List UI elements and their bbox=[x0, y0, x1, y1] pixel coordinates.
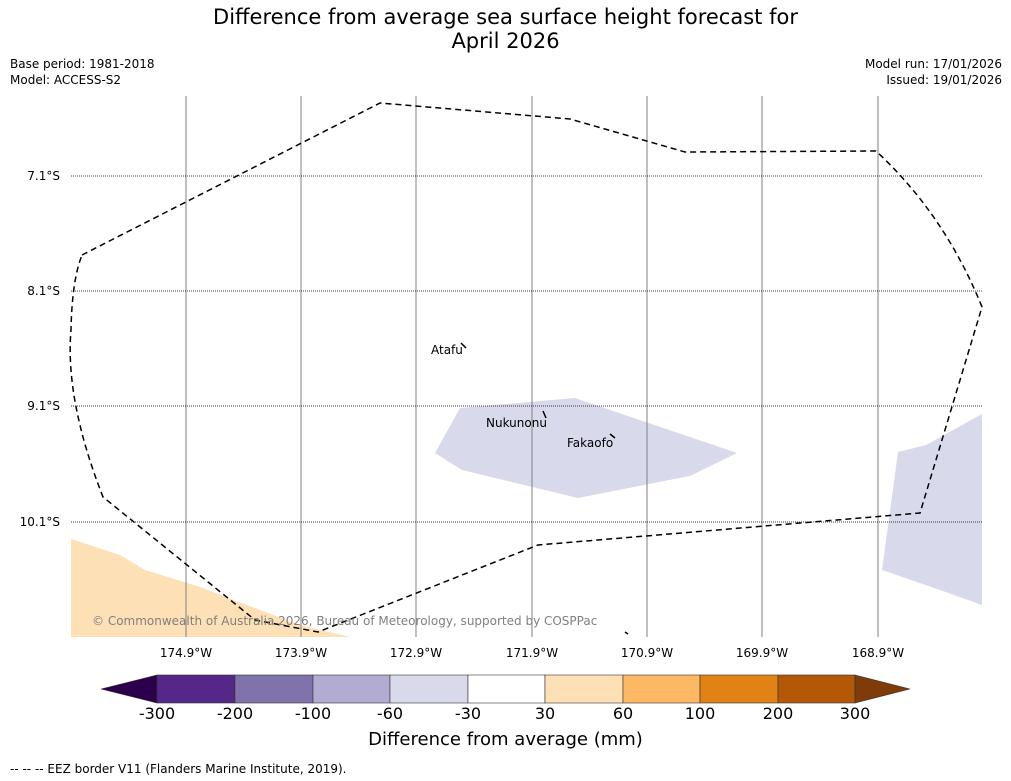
colorbar bbox=[100, 674, 911, 704]
atafu-island bbox=[460, 342, 467, 349]
small-island bbox=[624, 631, 629, 635]
nukunonu-island bbox=[542, 410, 547, 419]
colorbar-tick: -200 bbox=[216, 704, 254, 723]
lat-label: 10.1°S bbox=[19, 515, 60, 529]
base-period: Base period: 1981-2018 bbox=[10, 57, 155, 71]
lon-label: 172.9°W bbox=[389, 646, 443, 660]
colorbar-tick: 300 bbox=[839, 704, 871, 723]
colorbar-bin bbox=[156, 674, 236, 704]
model-run: Model run: 17/01/2026 bbox=[864, 57, 1002, 71]
colorbar-extend-high bbox=[854, 674, 911, 704]
colorbar-tick: 100 bbox=[684, 704, 716, 723]
eez-border bbox=[69, 102, 983, 633]
lat-label: 7.1°S bbox=[27, 169, 60, 183]
colorbar-bin bbox=[544, 674, 624, 704]
anomaly-region-negative-east bbox=[882, 414, 982, 605]
lat-label: 8.1°S bbox=[27, 284, 60, 298]
meta-left: Base period: 1981-2018 Model: ACCESS-S2 bbox=[10, 56, 155, 88]
colorbar-tick: -300 bbox=[138, 704, 176, 723]
colorbar-bin bbox=[699, 674, 779, 704]
colorbar-tick: 30 bbox=[534, 704, 556, 723]
eez-legend-footer: -- -- -- EEZ border V11 (Flanders Marine… bbox=[10, 762, 347, 776]
colorbar-label: Difference from average (mm) bbox=[368, 729, 643, 750]
title-line-1: Difference from average sea surface heig… bbox=[213, 5, 798, 29]
lon-label: 173.9°W bbox=[274, 646, 328, 660]
lon-label: 169.9°W bbox=[735, 646, 789, 660]
issued-date: Issued: 19/01/2026 bbox=[886, 73, 1002, 87]
colorbar-extend-low bbox=[100, 674, 158, 704]
lat-label: 9.1°S bbox=[27, 399, 60, 413]
fakaofo-island bbox=[609, 433, 616, 439]
colorbar-tick: 60 bbox=[612, 704, 634, 723]
colorbar-bin bbox=[622, 674, 701, 704]
lon-label: 168.9°W bbox=[851, 646, 905, 660]
colorbar-bin bbox=[234, 674, 314, 704]
lon-label: 170.9°W bbox=[620, 646, 674, 660]
colorbar-bin bbox=[777, 674, 856, 704]
colorbar-bin bbox=[312, 674, 391, 704]
lon-label: 171.9°W bbox=[505, 646, 559, 660]
anomaly-region-negative bbox=[435, 398, 737, 498]
colorbar-tick: -100 bbox=[294, 704, 332, 723]
meta-right: Model run: 17/01/2026 Issued: 19/01/2026 bbox=[865, 56, 1002, 88]
colorbar-bin bbox=[467, 674, 546, 704]
place-label-atafu: Atafu bbox=[431, 343, 463, 357]
colorbar-tick: -60 bbox=[376, 704, 404, 723]
model-name: Model: ACCESS-S2 bbox=[10, 73, 122, 87]
place-label-nukunonu: Nukunonu bbox=[486, 416, 547, 430]
colorbar-bin bbox=[389, 674, 469, 704]
meridians bbox=[185, 96, 879, 637]
lon-label: 174.9°W bbox=[159, 646, 213, 660]
title-line-2: April 2026 bbox=[451, 29, 560, 53]
chart-title: Difference from average sea surface heig… bbox=[0, 5, 1011, 53]
anomaly-region-positive bbox=[71, 539, 350, 637]
colorbar-tick: -30 bbox=[454, 704, 482, 723]
copyright-notice: © Commonwealth of Australia 2026, Bureau… bbox=[92, 614, 598, 628]
colorbar-tick: 200 bbox=[762, 704, 794, 723]
place-label-fakaofo: Fakaofo bbox=[567, 436, 614, 450]
